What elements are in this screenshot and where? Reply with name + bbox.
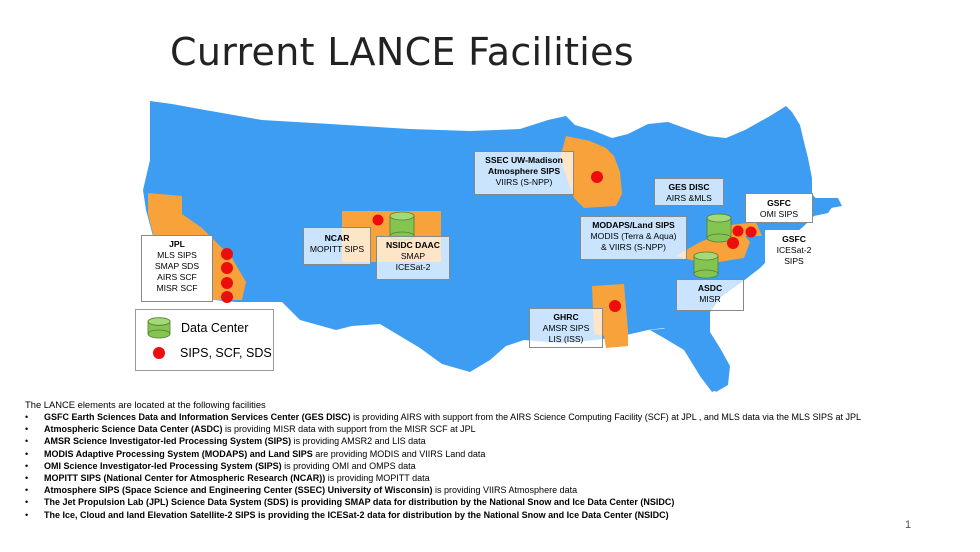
list-item: The Jet Propulsion Lab (JPL) Science Dat…: [25, 496, 861, 508]
list-item: MOPITT SIPS (National Center for Atmosph…: [25, 472, 861, 484]
list-item: Atmospheric Science Data Center (ASDC) i…: [25, 423, 861, 435]
sips-dot-ssec: [591, 171, 603, 183]
legend-row-sips: SIPS, SCF, SDS: [152, 346, 272, 360]
label-gesdisc: GES DISC AIRS &MLS: [654, 178, 724, 206]
list-item: The Ice, Cloud and land Elevation Satell…: [25, 509, 861, 521]
map-legend: Data Center SIPS, SCF, SDS: [135, 309, 274, 371]
datacenter-icon: [147, 317, 171, 339]
red-dot-icon: [153, 347, 165, 359]
sips-dot-ghrc: [609, 300, 621, 312]
label-nsidc: NSIDC DAAC SMAP ICESat-2: [376, 236, 450, 280]
legend-datacenter-label: Data Center: [181, 321, 249, 335]
label-jpl: JPL MLS SIPS SMAP SDS AIRS SCF MISR SCF: [141, 235, 213, 302]
wisconsin-state: [560, 136, 622, 208]
list-item: OMI Science Investigator-led Processing …: [25, 460, 861, 472]
facilities-list: GSFC Earth Sciences Data and Information…: [25, 411, 861, 521]
sips-dot-jpl-1: [221, 248, 233, 260]
sips-dot-gsfc-2: [745, 226, 757, 238]
legend-row-datacenter: Data Center: [147, 317, 248, 339]
facilities-intro: The LANCE elements are located at the fo…: [25, 399, 266, 410]
datacenter-icon-gesdisc: [706, 213, 732, 243]
label-ncar: NCAR MOPITT SIPS: [303, 227, 371, 265]
florida: [650, 326, 726, 392]
label-ssec: SSEC UW-Madison Atmosphere SIPS VIIRS (S…: [474, 151, 574, 195]
list-item: Atmosphere SIPS (Space Science and Engin…: [25, 484, 861, 496]
list-item: AMSR Science Investigator-led Processing…: [25, 435, 861, 447]
sips-markers: [221, 171, 757, 312]
sips-dot-modaps: [727, 237, 739, 249]
legend-sips-label: SIPS, SCF, SDS: [180, 346, 272, 360]
page-number: 1: [905, 519, 912, 531]
list-item: MODIS Adaptive Processing System (MODAPS…: [25, 448, 861, 460]
label-gsfc-icesat: GSFC ICESat-2 SIPS: [765, 230, 823, 274]
sips-dot-jpl-3: [221, 277, 233, 289]
label-gsfc-omi: GSFC OMI SIPS: [745, 193, 813, 223]
sips-dot-jpl-2: [221, 262, 233, 274]
list-item: GSFC Earth Sciences Data and Information…: [25, 411, 861, 423]
label-asdc: ASDC MISR: [676, 279, 744, 311]
datacenter-icon-asdc: [693, 251, 719, 279]
label-modaps: MODAPS/Land SIPS MODIS (Terra & Aqua) & …: [580, 216, 687, 260]
sips-dot-gsfc-1: [732, 225, 744, 237]
us-mainland: [143, 101, 835, 392]
label-ghrc: GHRC AMSR SIPS LIS (ISS): [529, 308, 603, 348]
slide-title: Current LANCE Facilities: [170, 30, 634, 74]
sips-dot-ncar: [372, 214, 384, 226]
sips-dot-jpl-4: [221, 291, 233, 303]
